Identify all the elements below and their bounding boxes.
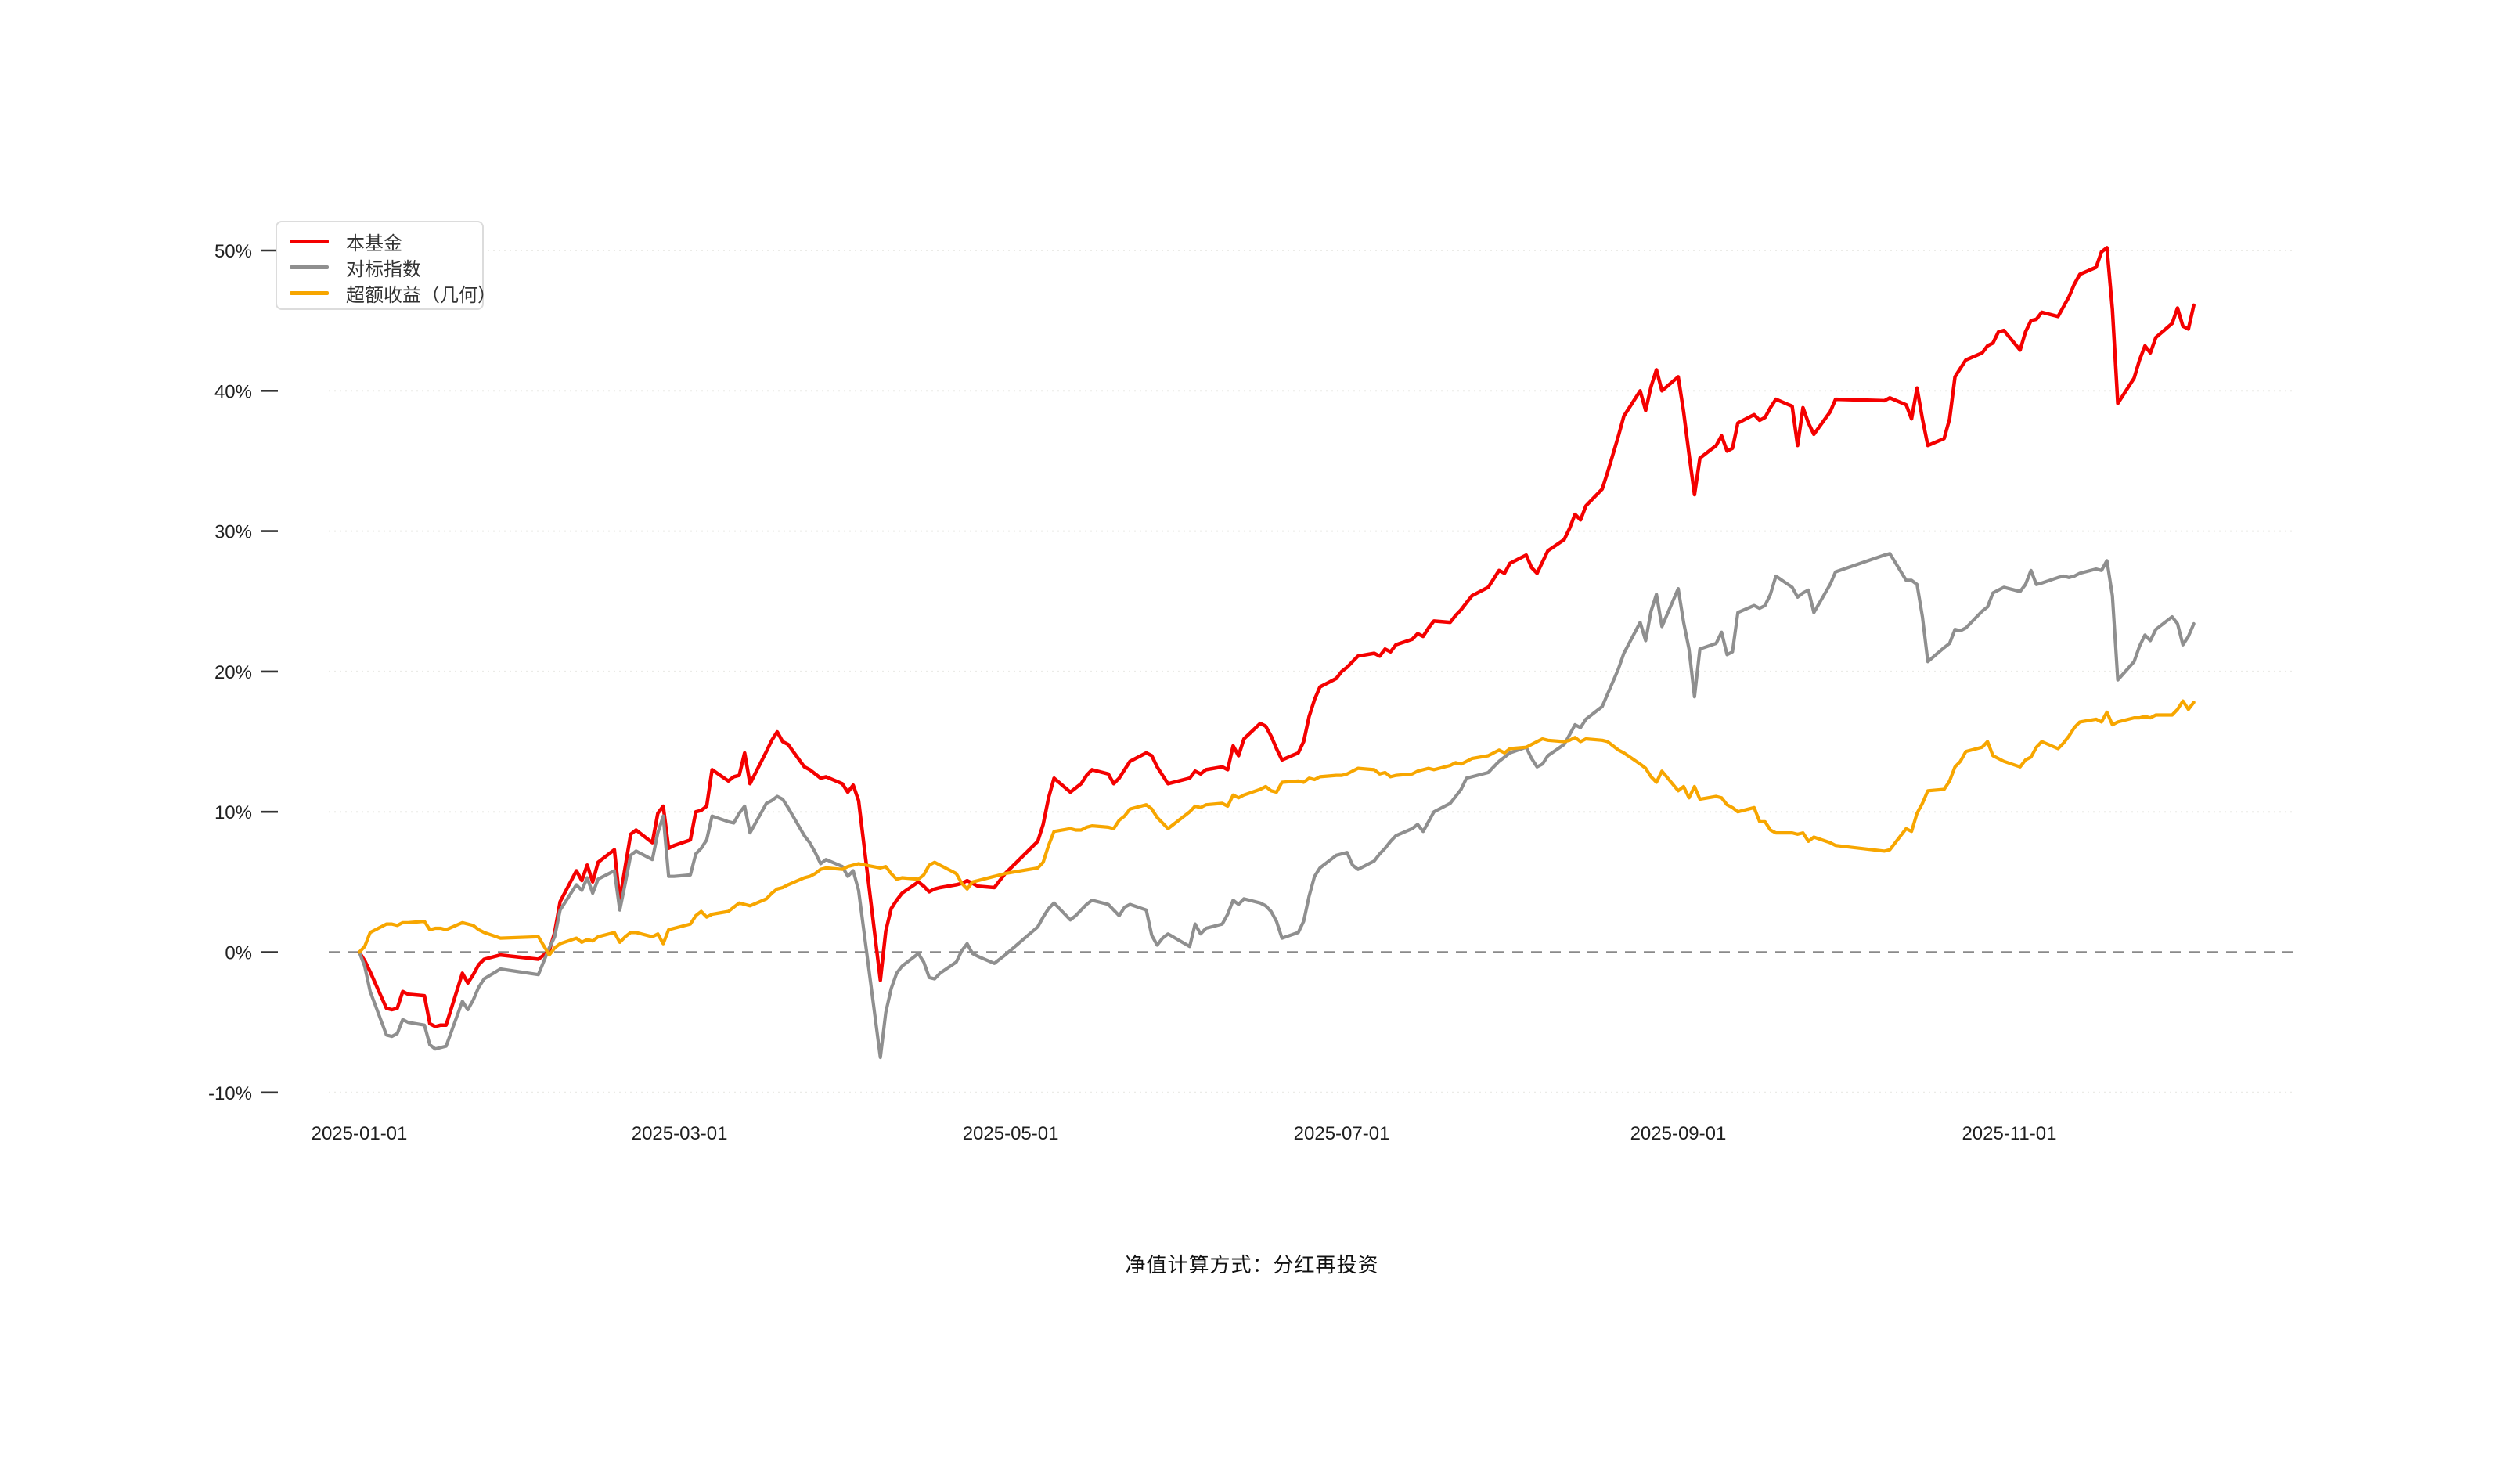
x-tick-label-2025-11-01: 2025-11-01 bbox=[1962, 1123, 2056, 1144]
benchmark-line-swatch bbox=[290, 265, 329, 269]
x-tick-label-2025-03-01: 2025-03-01 bbox=[632, 1123, 728, 1144]
legend-label-fund: 本基金 bbox=[346, 233, 402, 254]
legend: 本基金 对标指数 超额收益（几何） bbox=[276, 221, 496, 310]
series-line-0[interactable] bbox=[357, 246, 2196, 1028]
y-tick-label--10: -10% bbox=[208, 1083, 252, 1104]
legend-label-excess-return: 超额收益（几何） bbox=[346, 285, 496, 306]
series-line-1[interactable] bbox=[357, 552, 2196, 1060]
legend-item-benchmark[interactable]: 对标指数 bbox=[290, 254, 482, 280]
nav-calculation-note: 净值计算方式：分红再投资 bbox=[1125, 1253, 1379, 1277]
y-tick-label-0: 0% bbox=[225, 943, 252, 964]
y-tick-label-10: 10% bbox=[214, 802, 252, 823]
legend-label-benchmark: 对标指数 bbox=[346, 259, 421, 280]
y-tick-label-20: 20% bbox=[214, 662, 252, 683]
fund-line-swatch bbox=[290, 240, 329, 243]
x-tick-label-2025-01-01: 2025-01-01 bbox=[312, 1123, 408, 1144]
y-tick-label-40: 40% bbox=[214, 381, 252, 402]
legend-item-fund[interactable]: 本基金 bbox=[290, 229, 482, 254]
excess-return-line-swatch bbox=[290, 291, 329, 295]
legend-item-excess-return[interactable]: 超额收益（几何） bbox=[290, 280, 496, 306]
y-tick-label-30: 30% bbox=[214, 522, 252, 543]
x-tick-label-2025-07-01: 2025-07-01 bbox=[1294, 1123, 1390, 1144]
x-tick-label-2025-09-01: 2025-09-01 bbox=[1630, 1123, 1727, 1144]
series-line-2[interactable] bbox=[357, 699, 2196, 957]
x-tick-label-2025-05-01: 2025-05-01 bbox=[963, 1123, 1059, 1144]
y-tick-label-50: 50% bbox=[214, 241, 252, 262]
